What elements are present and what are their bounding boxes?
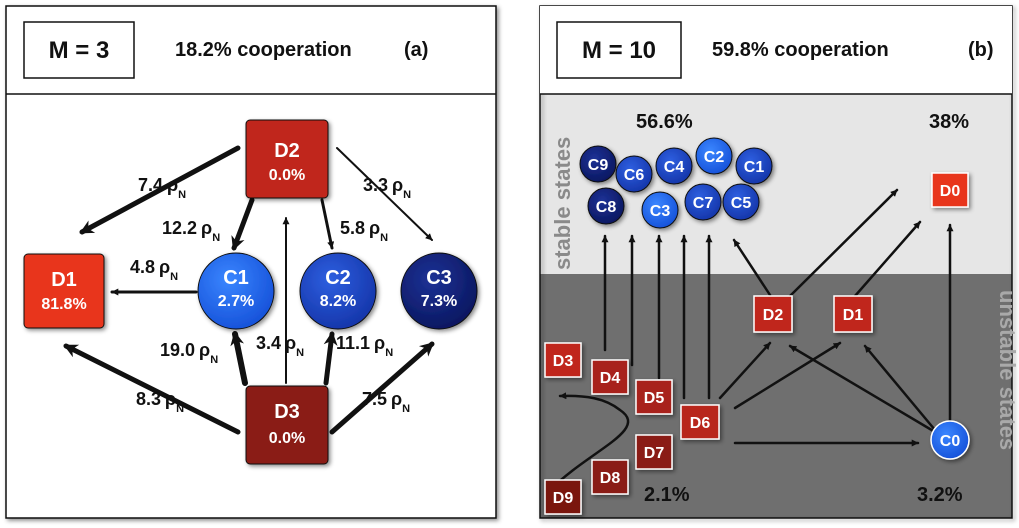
svg-text:D2: D2	[763, 307, 784, 324]
panel-a-letter: (a)	[404, 39, 428, 61]
node-c1-name: C1	[223, 267, 249, 289]
node-c6: C6	[616, 156, 652, 192]
node-c5: C5	[723, 184, 759, 220]
node-c2-name: C2	[325, 267, 351, 289]
node-b-d4: D4	[592, 360, 628, 394]
svg-text:C9: C9	[588, 157, 609, 174]
node-d1-value: 81.8%	[41, 296, 86, 313]
node-b-d3: D3	[545, 343, 581, 377]
node-b-d5: D5	[636, 380, 672, 414]
node-d2-name: D2	[274, 140, 300, 162]
unstable-coop-pct: 3.2%	[917, 484, 963, 506]
node-c3-name: C3	[426, 267, 452, 289]
node-d3-value: 0.0%	[269, 430, 305, 447]
node-b-c0: C0	[931, 421, 969, 459]
svg-text:D6: D6	[690, 415, 711, 432]
node-b-d2: D2	[754, 296, 792, 332]
node-b-d6: D6	[681, 405, 719, 439]
svg-text:C8: C8	[596, 199, 617, 216]
node-b-d8: D8	[592, 460, 628, 494]
svg-text:D1: D1	[843, 307, 864, 324]
panel-b-cooperation: 59.8% cooperation	[712, 39, 889, 61]
node-c7: C7	[685, 184, 721, 220]
svg-text:C4: C4	[664, 159, 685, 176]
node-c4: C4	[656, 148, 692, 184]
panel-b-letter: (b)	[968, 39, 994, 61]
node-b-d7: D7	[636, 435, 672, 469]
node-b-d0: D0	[932, 173, 968, 207]
node-c3: C3 7.3%	[401, 253, 477, 329]
node-c1: C1	[736, 148, 772, 184]
svg-text:D0: D0	[940, 183, 961, 200]
panel-b-m-label: M = 10	[582, 37, 656, 64]
node-c1-value: 2.7%	[218, 293, 254, 310]
unstable-defect-pct: 2.1%	[644, 484, 690, 506]
node-b-d1: D1	[834, 296, 872, 332]
svg-text:C6: C6	[624, 167, 645, 184]
svg-text:C3: C3	[650, 203, 671, 220]
svg-text:D9: D9	[553, 490, 574, 507]
node-c9: C9	[580, 146, 616, 182]
node-d2-value: 0.0%	[269, 167, 305, 184]
node-d3: D3 0.0%	[246, 386, 328, 464]
panel-b: M = 10 59.8% cooperation (b) stable stat…	[540, 6, 1019, 518]
stable-coop-pct: 56.6%	[636, 111, 693, 133]
panel-a: M = 3 18.2% cooperation (a) 7.4 ρN 3.3 ρN …	[6, 6, 496, 518]
node-c8: C8	[588, 188, 624, 224]
stable-defect-pct: 38%	[929, 111, 969, 133]
svg-text:D3: D3	[553, 353, 574, 370]
node-b-d9: D9	[545, 480, 581, 514]
panel-a-m-label: M = 3	[49, 37, 110, 64]
svg-text:C0: C0	[940, 433, 961, 450]
svg-text:D8: D8	[600, 470, 621, 487]
node-c2-value: 8.2%	[320, 293, 356, 310]
node-c1: C1 2.7%	[198, 253, 274, 329]
svg-text:D4: D4	[600, 370, 621, 387]
svg-text:C2: C2	[704, 149, 725, 166]
node-d1-name: D1	[51, 269, 77, 291]
svg-text:C7: C7	[693, 195, 714, 212]
stable-states-label: stable states	[550, 137, 575, 270]
node-c3-value: 7.3%	[421, 293, 457, 310]
node-c2: C2	[696, 138, 732, 174]
node-d3-name: D3	[274, 401, 300, 423]
svg-text:C5: C5	[731, 195, 752, 212]
svg-text:D7: D7	[644, 445, 665, 462]
panel-a-cooperation: 18.2% cooperation	[175, 39, 352, 61]
node-c2: C2 8.2%	[300, 253, 376, 329]
svg-text:C1: C1	[744, 159, 765, 176]
node-c3: C3	[642, 192, 678, 228]
unstable-states-label: unstable states	[995, 290, 1019, 450]
node-d2: D2 0.0%	[246, 120, 328, 198]
svg-text:D5: D5	[644, 390, 665, 407]
node-d1: D1 81.8%	[24, 254, 104, 328]
